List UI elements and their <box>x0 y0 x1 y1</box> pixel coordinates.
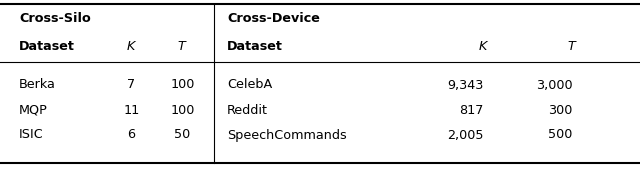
Text: SpeechCommands: SpeechCommands <box>227 128 347 141</box>
Text: 100: 100 <box>170 103 195 116</box>
Text: $K$: $K$ <box>477 41 489 54</box>
Text: 500: 500 <box>548 128 573 141</box>
Text: 3,000: 3,000 <box>536 78 573 91</box>
Text: $T$: $T$ <box>568 41 578 54</box>
Text: $K$: $K$ <box>125 41 137 54</box>
Text: Cross-Silo: Cross-Silo <box>19 11 91 24</box>
Text: Dataset: Dataset <box>227 41 283 54</box>
Text: 11: 11 <box>123 103 140 116</box>
Text: Berka: Berka <box>19 78 56 91</box>
Text: $T$: $T$ <box>177 41 188 54</box>
Text: 50: 50 <box>174 128 191 141</box>
Text: 2,005: 2,005 <box>447 128 483 141</box>
Text: 7: 7 <box>127 78 135 91</box>
Text: CelebA: CelebA <box>227 78 273 91</box>
Text: ISIC: ISIC <box>19 128 44 141</box>
Text: Reddit: Reddit <box>227 103 268 116</box>
Text: 817: 817 <box>459 103 483 116</box>
Text: MQP: MQP <box>19 103 48 116</box>
Text: 300: 300 <box>548 103 573 116</box>
Text: Cross-Device: Cross-Device <box>227 11 320 24</box>
Text: Dataset: Dataset <box>19 41 75 54</box>
Text: 6: 6 <box>127 128 135 141</box>
Text: 9,343: 9,343 <box>447 78 483 91</box>
Text: 100: 100 <box>170 78 195 91</box>
